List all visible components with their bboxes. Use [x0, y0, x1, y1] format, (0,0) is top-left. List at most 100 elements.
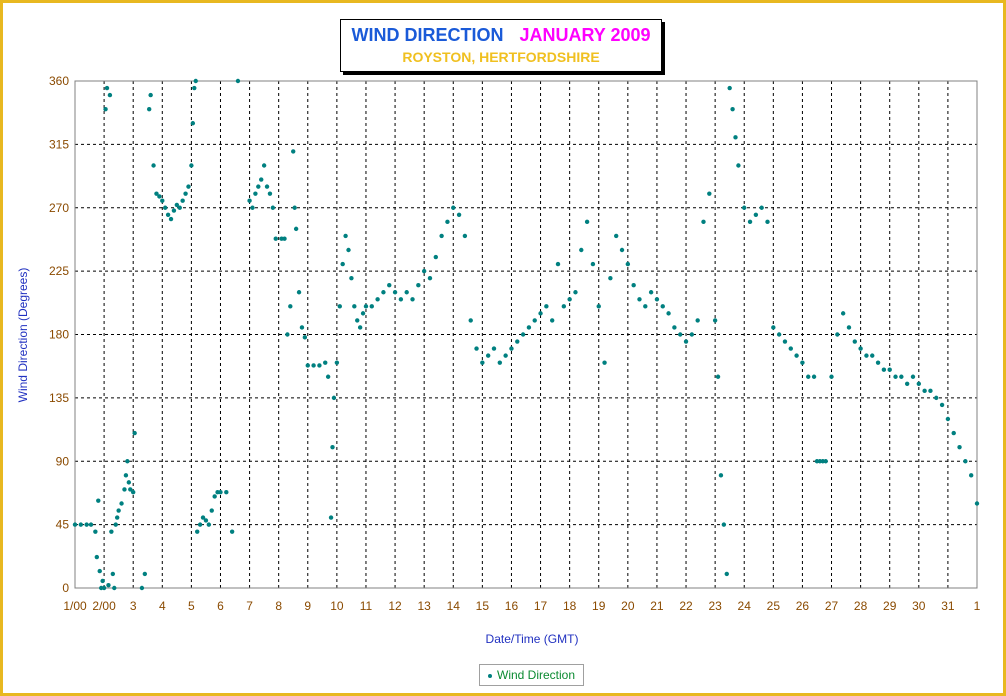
- data-point: [293, 226, 299, 232]
- data-point: [806, 374, 811, 379]
- data-point: [130, 490, 136, 495]
- x-tick-label: 6: [217, 599, 224, 613]
- x-tick-label: 7: [246, 599, 253, 613]
- data-point: [285, 332, 290, 337]
- data-point: [116, 508, 121, 513]
- data-point: [573, 290, 578, 295]
- x-tick-label: 14: [447, 599, 461, 613]
- data-point: [648, 290, 654, 295]
- data-point: [193, 78, 198, 84]
- data-point: [404, 290, 409, 295]
- data-point: [910, 374, 916, 379]
- x-tick-label: 25: [767, 599, 781, 613]
- data-point: [747, 219, 753, 225]
- data-point: [114, 515, 120, 520]
- data-point: [270, 205, 276, 210]
- x-tick-label: 27: [825, 599, 839, 613]
- data-point: [107, 92, 113, 98]
- x-tick-label: 11: [360, 599, 373, 613]
- data-point: [190, 121, 196, 126]
- data-point: [288, 304, 293, 309]
- data-point: [256, 184, 261, 189]
- chart-title: WIND DIRECTION JANUARY 2009: [341, 25, 661, 46]
- y-axis-label: Wind Direction (Degrees): [16, 268, 30, 403]
- data-point: [328, 515, 334, 520]
- data-point: [104, 85, 110, 91]
- data-point: [433, 254, 438, 260]
- x-tick-label: 2/00: [92, 599, 116, 613]
- data-point: [899, 374, 904, 379]
- data-point: [416, 283, 421, 288]
- data-point: [532, 318, 537, 323]
- data-point: [555, 261, 561, 267]
- data-point: [491, 346, 497, 351]
- x-tick-label: 4: [159, 599, 166, 613]
- legend-label: Wind Direction: [497, 668, 576, 682]
- data-point: [870, 353, 875, 358]
- y-tick-label: 135: [49, 391, 69, 405]
- x-tick-label: 24: [738, 599, 752, 613]
- data-point: [174, 202, 180, 208]
- x-tick-label: 15: [476, 599, 490, 613]
- data-point: [132, 430, 137, 436]
- x-tick-label: 29: [883, 599, 897, 613]
- data-point: [110, 571, 116, 577]
- data-point: [852, 339, 857, 344]
- data-point: [109, 529, 114, 534]
- data-point: [235, 78, 241, 84]
- data-point: [875, 360, 881, 365]
- x-tick-label: 30: [912, 599, 926, 613]
- data-point: [125, 459, 130, 464]
- data-point: [218, 490, 223, 495]
- data-point: [439, 233, 444, 239]
- data-point: [451, 205, 456, 210]
- data-point: [363, 304, 369, 309]
- data-point: [261, 163, 267, 168]
- data-point: [299, 325, 305, 330]
- data-point: [928, 388, 933, 394]
- data-point: [229, 529, 235, 534]
- data-point: [602, 360, 607, 365]
- data-point: [846, 325, 852, 330]
- data-point: [292, 205, 297, 210]
- data-point: [689, 332, 695, 337]
- data-point: [224, 490, 229, 495]
- data-point: [742, 205, 747, 210]
- data-point: [200, 515, 206, 520]
- data-point: [515, 339, 520, 344]
- data-point: [154, 191, 159, 196]
- data-point: [93, 529, 98, 534]
- data-point: [183, 191, 188, 196]
- x-tick-label: 16: [505, 599, 519, 613]
- data-point: [163, 205, 168, 210]
- y-tick-label: 45: [56, 518, 70, 532]
- data-point: [672, 325, 677, 330]
- data-point: [352, 304, 357, 309]
- data-point: [381, 290, 386, 295]
- y-tick-label: 360: [49, 74, 69, 88]
- data-point: [398, 297, 404, 302]
- data-point: [445, 219, 450, 225]
- data-point: [974, 501, 980, 506]
- data-point: [282, 236, 287, 241]
- data-point: [317, 363, 322, 368]
- data-point: [730, 106, 735, 112]
- y-tick-label: 270: [49, 201, 69, 215]
- x-tick-label: 9: [304, 599, 311, 613]
- data-point: [904, 381, 910, 386]
- data-point: [421, 268, 427, 274]
- data-point: [811, 374, 817, 379]
- data-point: [934, 395, 939, 401]
- data-point: [881, 367, 887, 372]
- data-point: [157, 194, 162, 199]
- x-tick-label: 10: [330, 599, 344, 613]
- data-point: [771, 325, 776, 330]
- data-point: [561, 304, 567, 309]
- data-point: [753, 212, 759, 217]
- data-point: [375, 297, 380, 302]
- data-point: [963, 459, 968, 464]
- data-point: [340, 261, 345, 267]
- data-point: [712, 318, 718, 323]
- x-axis-ticks: 1/00 2/00 3 4 5 6 7 8 9 10 11 12 13 14 15 16 17 18 19 20 21 2…: [63, 599, 980, 613]
